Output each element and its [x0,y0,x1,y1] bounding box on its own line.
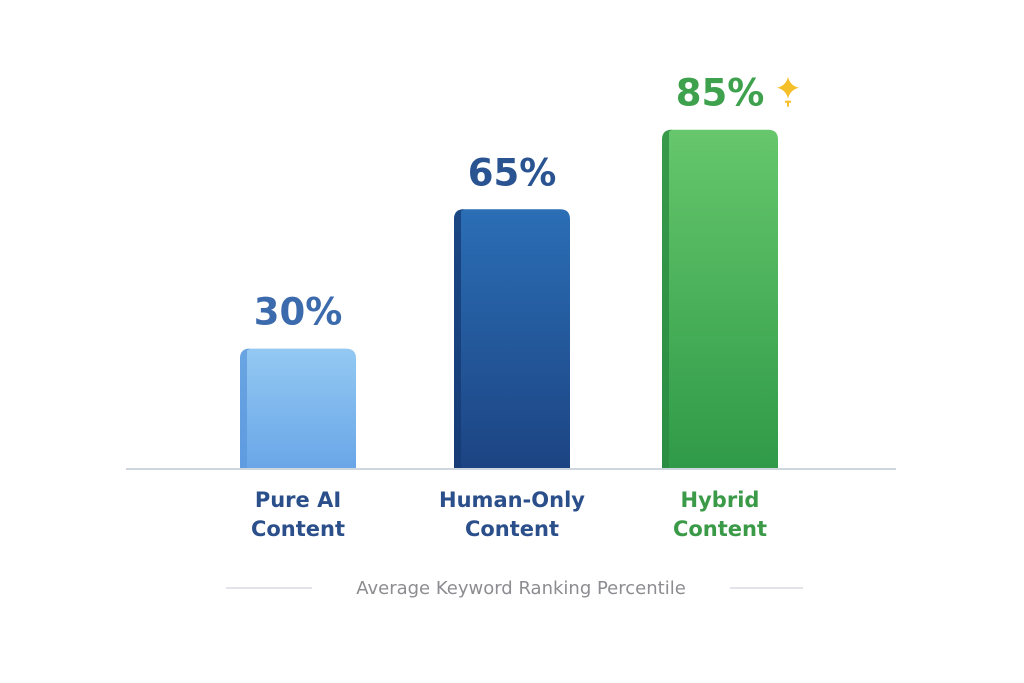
category-label-1: Human-Only Content [439,488,585,541]
bar-edge-2 [662,129,672,468]
bar-1 [454,209,570,469]
value-label-2: 85% [676,72,765,115]
value-label-0: 30% [254,291,343,334]
bar-edge-0 [240,348,250,468]
bar-2 [662,129,778,468]
bar-edge-1 [454,209,464,469]
chart-caption: Average Keyword Ranking Percentile [356,578,686,599]
sparkle-icon [777,76,799,107]
category-label-0: Pure AI Content [251,488,345,541]
bars-layer [240,129,778,469]
value-label-1: 65% [468,151,557,194]
labels-layer: 30% Pure AI Content 65% Human-Only Content 85%… [251,72,799,541]
caption-group: Average Keyword Ranking Percentile [226,578,803,599]
category-label-2: Hybrid Content [673,488,767,541]
bar-0 [240,348,356,468]
